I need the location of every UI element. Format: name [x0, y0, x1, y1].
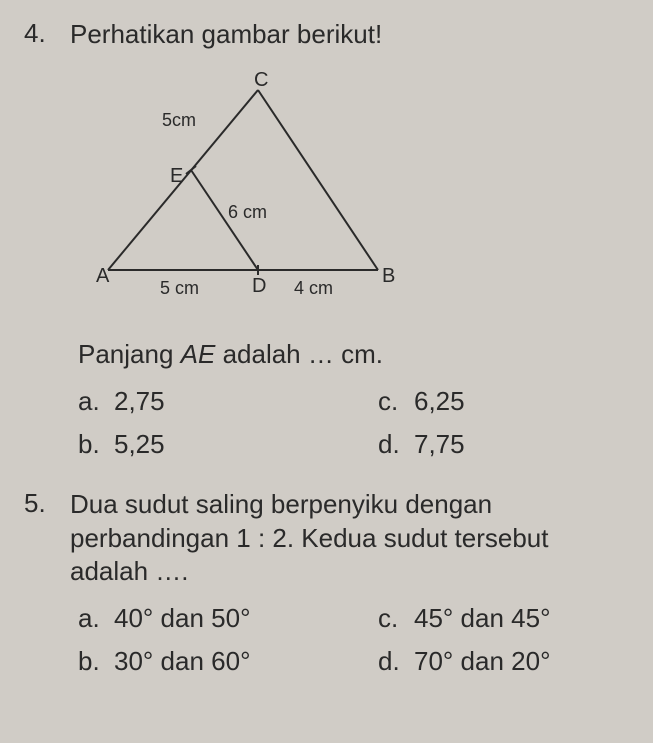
opt-letter: d. — [378, 429, 400, 460]
q5-number: 5. — [24, 488, 52, 519]
opt-value: 70° dan 20° — [414, 646, 550, 677]
opt-value: 6,25 — [414, 386, 465, 417]
opt-letter: c. — [378, 386, 400, 417]
label-b: B — [382, 265, 395, 287]
label-ad: 5 cm — [160, 278, 199, 298]
q4-number: 4. — [24, 18, 52, 49]
q5-row-2: b. 30° dan 60° d. 70° dan 20° — [78, 646, 629, 677]
label-6cm: 6 cm — [228, 202, 267, 222]
triangle-diagram: A B C D E 5cm 6 cm 5 cm 4 cm — [78, 70, 418, 310]
q5-prompt: Dua sudut saling berpenyiku dengan perba… — [70, 488, 629, 589]
label-a: A — [96, 265, 110, 287]
label-c: C — [254, 70, 268, 91]
ae-italic: AE — [181, 339, 216, 369]
label-d: D — [252, 275, 266, 297]
question-4: 4. Perhatikan gambar berikut! A B C D E … — [24, 18, 629, 460]
label-db: 4 cm — [294, 278, 333, 298]
q4-option-d: d. 7,75 — [378, 429, 618, 460]
opt-letter: c. — [378, 603, 400, 634]
edge-cb — [258, 90, 378, 270]
q5-option-b: b. 30° dan 60° — [78, 646, 318, 677]
q4-option-a: a. 2,75 — [78, 386, 318, 417]
opt-value: 5,25 — [114, 429, 165, 460]
q5-answers: a. 40° dan 50° c. 45° dan 45° b. 30° dan… — [78, 603, 629, 677]
q4-row-1: a. 2,75 c. 6,25 — [78, 386, 629, 417]
question-5: 5. Dua sudut saling berpenyiku dengan pe… — [24, 488, 629, 677]
opt-value: 45° dan 45° — [414, 603, 550, 634]
q5-line1: Dua sudut saling berpenyiku dengan — [70, 488, 629, 522]
opt-letter: b. — [78, 429, 100, 460]
q5-header: 5. Dua sudut saling berpenyiku dengan pe… — [24, 488, 629, 589]
q4-option-b: b. 5,25 — [78, 429, 318, 460]
opt-value: 30° dan 60° — [114, 646, 250, 677]
q5-line2: perbandingan 1 : 2. Kedua sudut tersebut — [70, 522, 629, 556]
q5-option-d: d. 70° dan 20° — [378, 646, 618, 677]
label-5cm: 5cm — [162, 110, 196, 130]
q5-option-a: a. 40° dan 50° — [78, 603, 318, 634]
q4-header: 4. Perhatikan gambar berikut! — [24, 18, 629, 52]
opt-value: 40° dan 50° — [114, 603, 250, 634]
q5-row-1: a. 40° dan 50° c. 45° dan 45° — [78, 603, 629, 634]
label-e: E — [170, 165, 183, 187]
opt-value: 2,75 — [114, 386, 165, 417]
opt-value: 7,75 — [414, 429, 465, 460]
q4-subprompt: Panjang AE adalah … cm. — [78, 337, 629, 372]
q4-option-c: c. 6,25 — [378, 386, 618, 417]
q5-line3: adalah …. — [70, 555, 629, 589]
q4-prompt: Perhatikan gambar berikut! — [70, 18, 629, 52]
q4-figure: A B C D E 5cm 6 cm 5 cm 4 cm — [78, 70, 629, 315]
q5-option-c: c. 45° dan 45° — [378, 603, 618, 634]
opt-letter: d. — [378, 646, 400, 677]
q4-answers: a. 2,75 c. 6,25 b. 5,25 d. 7,75 — [78, 386, 629, 460]
opt-letter: a. — [78, 386, 100, 417]
tick-e — [186, 166, 196, 174]
opt-letter: b. — [78, 646, 100, 677]
q4-row-2: b. 5,25 d. 7,75 — [78, 429, 629, 460]
opt-letter: a. — [78, 603, 100, 634]
